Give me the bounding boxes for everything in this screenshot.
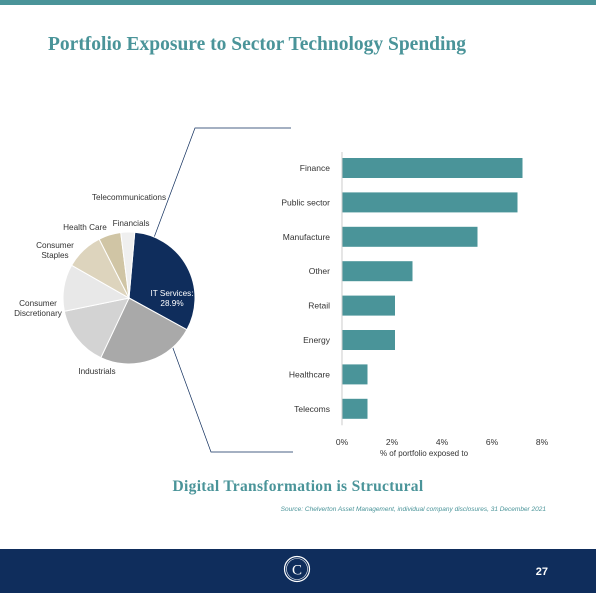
- x-tick-label: 0%: [336, 437, 349, 447]
- x-axis-label: % of portfolio exposed to: [380, 449, 469, 458]
- pie-slice-it-services: [128, 231, 196, 331]
- pie-label-consumer-discretionary: Consumer Discretionary: [14, 299, 63, 318]
- bar-label-manufacture: Manufacture: [283, 232, 331, 242]
- pie-slice-telecommunications: [120, 231, 136, 299]
- bar-energy: [342, 330, 395, 350]
- bar-other: [342, 261, 413, 282]
- pie-slice-consumer-discretionary: [63, 297, 130, 359]
- bar-finance: [342, 158, 523, 178]
- x-tick-label: 2%: [386, 437, 399, 447]
- svg-text:C: C: [292, 563, 302, 579]
- callout-line-bottom: [169, 339, 293, 453]
- page-title: Portfolio Exposure to Sector Technology …: [48, 34, 467, 55]
- bar-manufacture: [342, 226, 478, 247]
- bar-retail: [342, 295, 395, 316]
- bar-label-other: Other: [309, 266, 330, 276]
- pie-label-it-services: IT Services: 28.9%: [150, 289, 193, 308]
- bar-label-telecoms: Telecoms: [294, 404, 330, 414]
- bar-label-retail: Retail: [308, 301, 330, 311]
- pie-label-consumer-staples: Consumer Staples: [36, 241, 74, 260]
- pie-chart: IT Services: 28.9% Industrials Consumer Disc…: [14, 193, 196, 376]
- pie-label-health-care: Health Care: [63, 223, 107, 232]
- pie-slice-industrials: [100, 297, 188, 365]
- bar-label-public-sector: Public sector: [281, 197, 330, 207]
- page-number: 27: [535, 566, 548, 578]
- x-tick-label: 4%: [436, 437, 449, 447]
- top-accent-bar: [0, 0, 596, 5]
- bar-telecoms: [342, 398, 368, 419]
- bar-label-energy: Energy: [303, 335, 331, 345]
- pie-label-industrials: Industrials: [78, 367, 115, 376]
- x-tick-label: 6%: [486, 437, 499, 447]
- pie-label-telecommunications: Telecommunications: [92, 193, 166, 202]
- pie-label-financials: Financials: [113, 219, 150, 228]
- bar-public-sector: [342, 192, 518, 213]
- bar-label-finance: Finance: [300, 163, 331, 173]
- company-logo-icon: C: [283, 555, 311, 583]
- bar-healthcare: [342, 364, 368, 385]
- subtitle: Digital Transformation is Structural: [172, 478, 424, 495]
- bar-chart: Finance Public sector Manufacture Other Reta…: [281, 152, 549, 458]
- source-note: Source: Chelverton Asset Management, ind…: [280, 506, 546, 513]
- x-tick-label: 8%: [536, 437, 549, 447]
- bar-label-healthcare: Healthcare: [289, 369, 330, 379]
